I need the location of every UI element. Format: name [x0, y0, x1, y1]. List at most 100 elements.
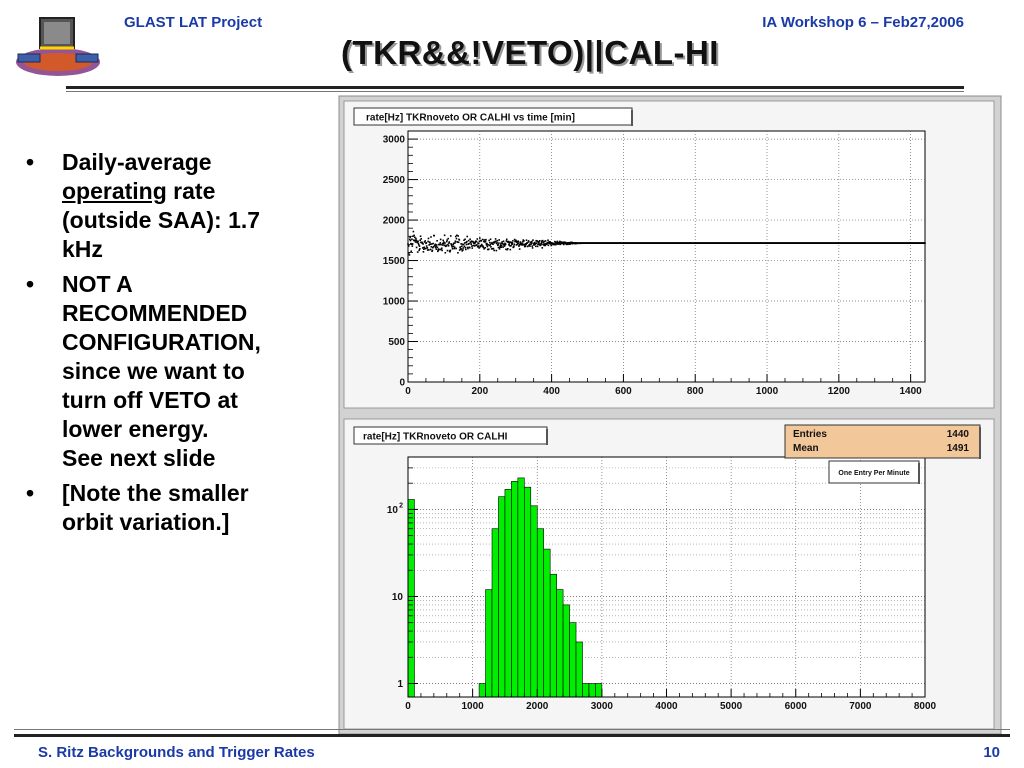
- data-point: [417, 242, 420, 245]
- data-point: [507, 240, 510, 243]
- data-point: [544, 240, 547, 242]
- data-point: [449, 249, 452, 252]
- data-point: [559, 240, 561, 243]
- histogram-bar: [498, 496, 506, 698]
- data-point: [452, 243, 455, 245]
- data-point: [489, 244, 492, 246]
- data-point: [541, 239, 544, 242]
- data-point: [499, 244, 502, 246]
- data-point: [453, 247, 456, 250]
- data-point: [556, 240, 559, 243]
- top-scatter-points: [407, 230, 926, 256]
- data-point: [558, 243, 560, 245]
- data-point: [537, 242, 540, 244]
- histogram-bar: [582, 683, 590, 698]
- bottom-x-tick-label: 6000: [785, 701, 808, 712]
- data-point: [448, 241, 451, 243]
- bottom-y-tick-label: 10: [387, 505, 399, 516]
- bottom-x-tick-label: 7000: [849, 701, 872, 712]
- bottom-x-tick-label: 4000: [655, 701, 678, 712]
- bottom-x-tick-label: 3000: [591, 701, 614, 712]
- data-point: [543, 240, 546, 243]
- data-point: [444, 242, 446, 244]
- data-point: [517, 240, 520, 242]
- data-point: [447, 243, 449, 246]
- data-point: [443, 241, 445, 243]
- data-point: [547, 244, 550, 247]
- data-point: [530, 241, 533, 244]
- data-point: [473, 245, 476, 247]
- data-point: [440, 248, 443, 250]
- histogram-bar: [491, 528, 499, 698]
- data-point: [486, 245, 489, 248]
- data-point: [423, 246, 425, 249]
- data-point: [485, 244, 488, 246]
- bullet-text: rate: [166, 178, 216, 204]
- data-point: [509, 248, 512, 251]
- data-point: [439, 242, 442, 244]
- data-point: [445, 240, 448, 243]
- data-point: [479, 245, 481, 248]
- bullet-text: (outside SAA): 1.7: [62, 207, 261, 233]
- data-point: [436, 246, 439, 249]
- data-point: [411, 243, 414, 245]
- data-point: [471, 247, 474, 249]
- data-point: [521, 244, 523, 246]
- data-point: [459, 246, 462, 248]
- histogram-bar: [517, 477, 525, 698]
- data-point: [538, 243, 541, 246]
- data-point: [431, 246, 434, 249]
- top-x-tick-label: 1400: [900, 386, 923, 397]
- bottom-x-tick-label: 5000: [720, 701, 743, 712]
- bottom-y-tick-exponent: 2: [399, 502, 403, 509]
- histogram-bar: [478, 683, 486, 698]
- data-point: [437, 249, 439, 252]
- top-y-tick-label: 2000: [383, 216, 406, 227]
- data-point: [531, 247, 534, 249]
- data-point: [439, 248, 441, 251]
- data-point: [436, 239, 438, 242]
- data-point: [508, 243, 511, 245]
- bullet-text: [Note the smaller: [62, 480, 249, 506]
- data-point: [505, 240, 508, 242]
- header-project: GLAST LAT Project: [124, 14, 263, 31]
- data-point: [478, 240, 481, 242]
- data-point: [546, 243, 548, 245]
- data-point: [511, 242, 514, 244]
- data-point: [451, 247, 454, 250]
- data-point: [508, 244, 510, 246]
- data-point: [432, 242, 434, 245]
- data-point: [492, 247, 495, 250]
- top-chart-panel: rate[Hz] TKRnoveto OR CALHI vs time [min…: [343, 100, 995, 409]
- data-point: [513, 243, 516, 246]
- stats-box: [784, 424, 981, 459]
- data-point: [489, 241, 491, 244]
- histogram-bar: [530, 505, 538, 698]
- header-rule: [66, 86, 964, 89]
- data-point: [490, 242, 493, 245]
- data-point: [569, 243, 572, 245]
- data-point: [462, 243, 465, 246]
- data-point: [501, 241, 503, 243]
- data-point: [464, 238, 466, 241]
- data-point: [550, 243, 552, 245]
- data-point: [542, 241, 545, 244]
- data-point: [535, 242, 538, 245]
- data-point: [453, 242, 455, 245]
- data-point: [571, 241, 573, 244]
- data-point: [443, 234, 446, 237]
- data-point: [412, 235, 414, 238]
- data-point: [515, 239, 517, 242]
- data-point: [543, 243, 546, 245]
- data-point: [432, 245, 435, 248]
- data-point: [551, 242, 554, 244]
- data-point: [413, 234, 415, 237]
- data-point: [436, 250, 439, 253]
- data-point: [431, 249, 434, 252]
- data-point: [563, 243, 565, 246]
- data-point: [427, 240, 429, 243]
- data-point: [484, 240, 487, 243]
- top-y-tick-label: 1000: [383, 297, 406, 308]
- data-point: [463, 239, 465, 242]
- data-point: [526, 242, 528, 244]
